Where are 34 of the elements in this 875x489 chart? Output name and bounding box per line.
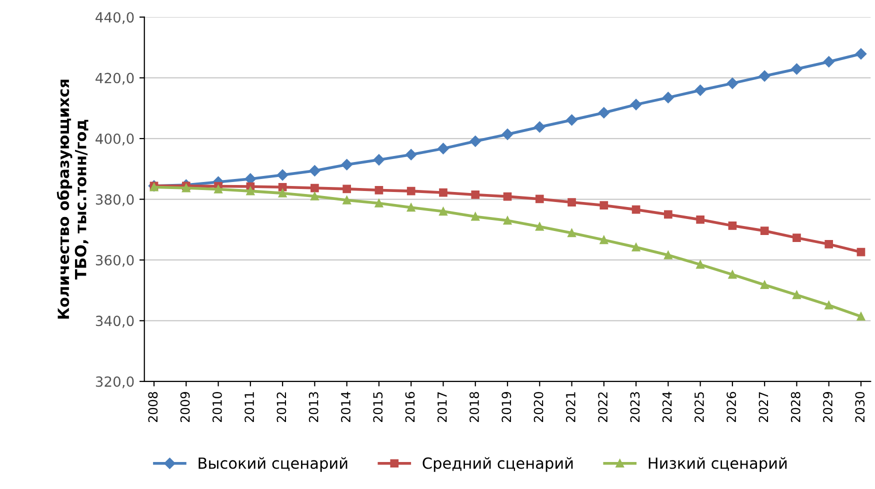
x-tick-label: 2021 (566, 392, 576, 422)
x-tick-label: 2019 (502, 392, 512, 422)
x-tick-label: 2027 (758, 392, 768, 422)
x-tick-label: 2024 (662, 392, 672, 422)
x-tick-label: 2015 (373, 392, 383, 422)
x-tick-label: 2022 (598, 392, 608, 422)
x-tick-label: 2010 (212, 392, 222, 422)
x-tick-label: 2012 (276, 392, 286, 422)
x-tick-label: 2030 (855, 392, 865, 422)
y-tick-label: 420,0 (96, 72, 134, 85)
x-tick-label: 2026 (726, 392, 736, 422)
x-tick-label: 2008 (148, 392, 158, 422)
legend-label: Высокий сценарий (198, 457, 348, 472)
x-tick-label: 2028 (790, 392, 800, 422)
x-tick-label: 2017 (437, 392, 447, 422)
x-tick-label: 2018 (470, 392, 479, 422)
y-axis-title: Количество образующихся ТБО, тыс.тонн/год (56, 80, 88, 319)
y-tick-label: 340,0 (96, 316, 134, 328)
y-tick-label: 320,0 (96, 376, 134, 388)
legend-label: Низкий сценарий (648, 457, 787, 472)
x-tick-label: 2029 (823, 392, 832, 422)
x-tick-label: 2011 (244, 392, 254, 422)
x-tick-label: 2023 (630, 392, 640, 422)
x-tick-label: 2014 (340, 392, 350, 422)
y-tick-label: 400,0 (96, 134, 134, 146)
x-tick-label: 2009 (180, 392, 190, 422)
x-tick-label: 2016 (405, 392, 415, 422)
x-tick-label: 2025 (694, 392, 704, 422)
y-tick-label: 380,0 (96, 194, 134, 206)
y-tick-label: 440,0 (96, 12, 134, 24)
x-tick-label: 2020 (534, 392, 544, 422)
y-tick-label: 360,0 (96, 254, 134, 267)
x-tick-label: 2013 (308, 392, 318, 422)
legend-label: Средний сценарий (422, 457, 573, 472)
